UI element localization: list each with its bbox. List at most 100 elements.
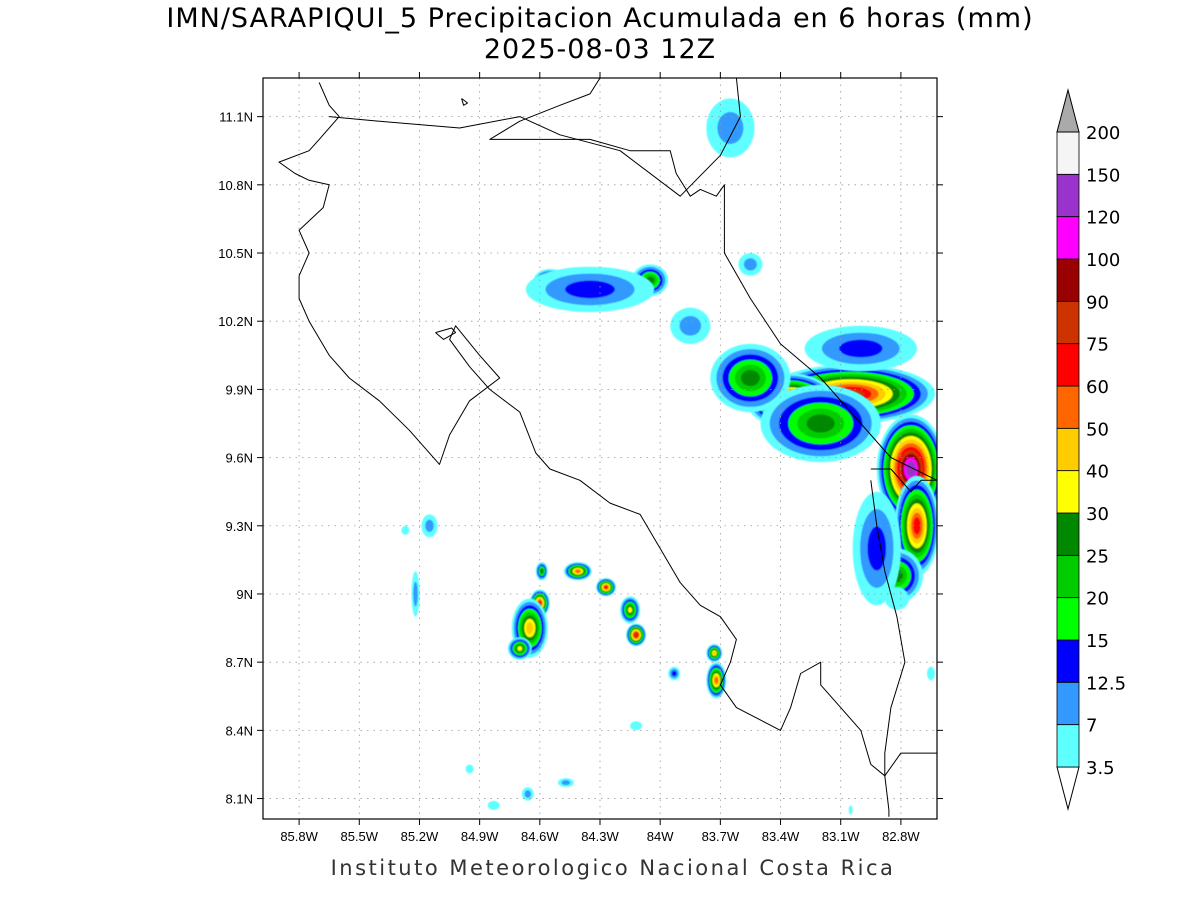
map-title: IMN/SARAPIQUI_5 Precipitacion Acumulada … (166, 3, 1034, 34)
colorbar-segment (1056, 216, 1080, 260)
colorbar-label: 50 (1086, 419, 1109, 440)
precip-contour (913, 517, 921, 535)
precip-cell (401, 525, 410, 535)
precip-cell (738, 253, 763, 276)
colorbar-label: 200 (1086, 123, 1120, 144)
precip-contour (565, 280, 615, 299)
y-tick-label: 11.1N (219, 110, 253, 125)
precip-contour (743, 258, 757, 271)
x-tick-label: 83.7W (702, 829, 740, 844)
precip-cell (557, 778, 574, 788)
y-tick-label: 8.4N (226, 723, 253, 738)
colorbar-segment (1056, 427, 1080, 471)
x-tick-label: 83.4W (762, 829, 800, 844)
colorbar-label: 100 (1086, 250, 1120, 271)
colorbar-label: 25 (1086, 546, 1109, 567)
colorbar-label: 75 (1086, 335, 1109, 356)
colorbar-arrow-high (1056, 88, 1080, 133)
precip-contour (634, 633, 638, 637)
precip-cell (521, 787, 534, 801)
precip-cell (706, 662, 727, 699)
colorbar-label: 12.5 (1086, 673, 1126, 694)
precip-cell (670, 307, 711, 344)
precip-contour (561, 780, 571, 786)
precip-contour (839, 339, 883, 358)
precip-cell (630, 721, 643, 731)
precip-cell (525, 266, 655, 313)
precip-cell (411, 571, 420, 617)
x-tick-label: 85.5W (340, 829, 378, 844)
precip-cell (706, 644, 723, 663)
colorbar-label: 90 (1086, 292, 1109, 313)
precip-contour (517, 646, 523, 651)
x-tick-label: 84.6W (521, 829, 559, 844)
colorbar-segment (1056, 681, 1080, 725)
precip-contour (741, 370, 760, 386)
panama-border (870, 468, 937, 493)
colorbar-arrow-low (1056, 766, 1080, 811)
precip-cell (620, 596, 641, 624)
precip-contour (524, 790, 531, 798)
precip-cell (710, 343, 791, 413)
precip-contour (628, 607, 633, 613)
x-tick-label: 84W (647, 829, 674, 844)
colorbar-segment (1056, 512, 1080, 556)
colorbar-label: 60 (1086, 377, 1109, 398)
colorbar-label: 3.5 (1086, 758, 1115, 779)
y-tick-label: 9N (236, 587, 253, 602)
colorbar-label: 20 (1086, 589, 1109, 610)
precip-contour (425, 519, 434, 532)
precip-cell (927, 666, 935, 681)
colorbar-segment (1056, 470, 1080, 514)
colorbar-segment (1056, 343, 1080, 387)
colorbar-segment (1056, 639, 1080, 683)
precip-cell (465, 764, 474, 774)
nicaragua-border (329, 78, 741, 197)
coastlines (278, 78, 937, 817)
precip-cell (535, 562, 548, 581)
precip-cell (596, 578, 616, 597)
precip-cell (421, 514, 438, 538)
footer-credit: Instituto Meteorologico Nacional Costa R… (330, 856, 896, 880)
precip-contour (717, 112, 744, 144)
precip-contour (712, 651, 716, 655)
x-axis: 85.8W 85.5W 85.2W 84.9W 84.6W 84.3W 84W 83.7W 83… (280, 72, 920, 844)
x-tick-label: 84.9W (461, 829, 499, 844)
precip-cell (563, 562, 592, 581)
precip-contour (927, 666, 935, 681)
precip-contour (465, 764, 474, 774)
x-tick-label: 85.8W (280, 829, 318, 844)
precip-cell (487, 800, 500, 810)
precip-contour (540, 569, 544, 574)
colorbar-segment (1056, 258, 1080, 302)
y-tick-label: 10.8N (218, 178, 253, 193)
precip-cell (507, 637, 532, 660)
colorbar-label: 15 (1086, 631, 1109, 652)
colorbar-segment (1056, 131, 1080, 175)
y-axis: 8.1N 8.4N 8.7N 9N 9.3N 9.6N 9.9N 10.2N 10.5N 10.8… (218, 110, 943, 807)
precip-cell (706, 98, 755, 158)
precip-contour (679, 316, 702, 336)
colorbar-segment (1056, 554, 1080, 598)
precip-contour (487, 800, 500, 810)
precip-contour (630, 721, 643, 731)
precip-contour (884, 587, 909, 610)
x-tick-label: 82.8W (882, 829, 920, 844)
precipitation-field (401, 98, 937, 815)
precip-contour (848, 805, 853, 815)
colorbar-label: 7 (1086, 716, 1097, 737)
colorbar-segment (1056, 597, 1080, 641)
colorbar-segment (1056, 724, 1080, 768)
isla-chira (435, 327, 457, 340)
precip-contour (575, 569, 581, 573)
islet-north (461, 98, 469, 106)
precip-contour (671, 670, 677, 677)
colorbar: 3.5 7 12.5 15 20 25 30 40 50 60 75 90 100 120 150 200 (1056, 88, 1126, 811)
colorbar-label: 150 (1086, 165, 1120, 186)
colorbar-segment (1056, 300, 1080, 344)
y-tick-label: 10.5N (218, 246, 253, 261)
precip-cell (852, 491, 901, 606)
precip-cell (848, 805, 853, 815)
precip-cell (529, 589, 550, 617)
pacific-coast (278, 82, 937, 777)
